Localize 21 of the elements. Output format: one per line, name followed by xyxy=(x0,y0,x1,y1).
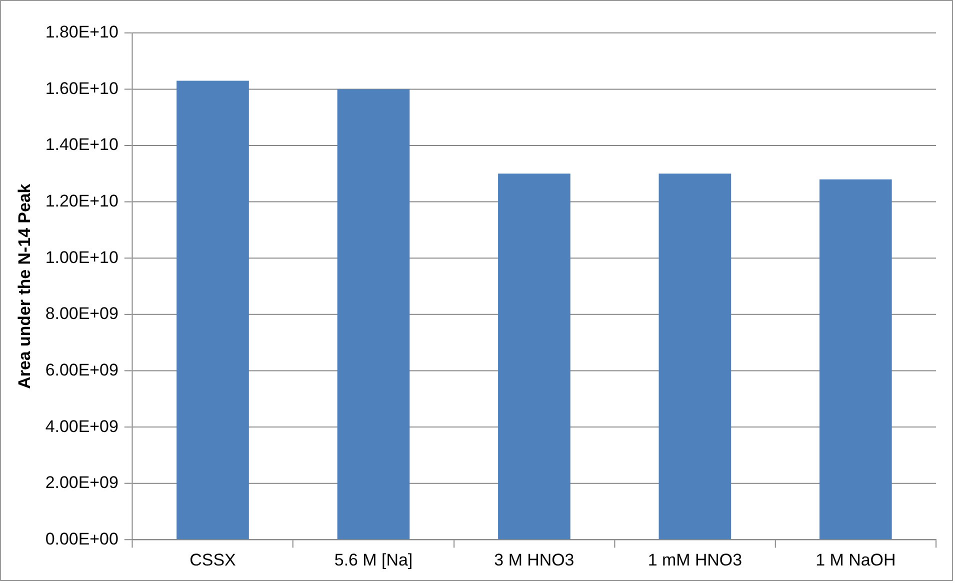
y-tick-label: 1.60E+10 xyxy=(45,78,118,98)
x-tick-label: CSSX xyxy=(190,550,236,570)
y-tick-label: 0.00E+00 xyxy=(45,529,118,548)
y-tick-label: 4.00E+09 xyxy=(45,416,118,436)
bar xyxy=(176,80,249,540)
y-axis-title: Area under the N-14 Peak xyxy=(14,183,34,389)
x-tick-label: 1 mM HNO3 xyxy=(648,550,742,570)
y-tick-label: 1.00E+10 xyxy=(45,248,118,267)
y-tick-label: 1.80E+10 xyxy=(45,22,118,42)
x-tick-label: 1 M NaOH xyxy=(816,550,896,570)
y-tick-label: 2.00E+09 xyxy=(45,473,118,492)
bar xyxy=(498,174,570,540)
y-tick-label: 8.00E+09 xyxy=(45,304,118,324)
x-tick-label: 5.6 M [Na] xyxy=(334,550,413,570)
x-tick-label: 3 M HNO3 xyxy=(494,550,574,570)
y-tick-label: 1.20E+10 xyxy=(45,192,118,211)
bar xyxy=(658,174,732,540)
y-tick-label: 1.40E+10 xyxy=(45,135,118,154)
bar xyxy=(820,179,892,540)
y-tick-label: 6.00E+09 xyxy=(45,360,118,380)
bar xyxy=(337,89,410,540)
